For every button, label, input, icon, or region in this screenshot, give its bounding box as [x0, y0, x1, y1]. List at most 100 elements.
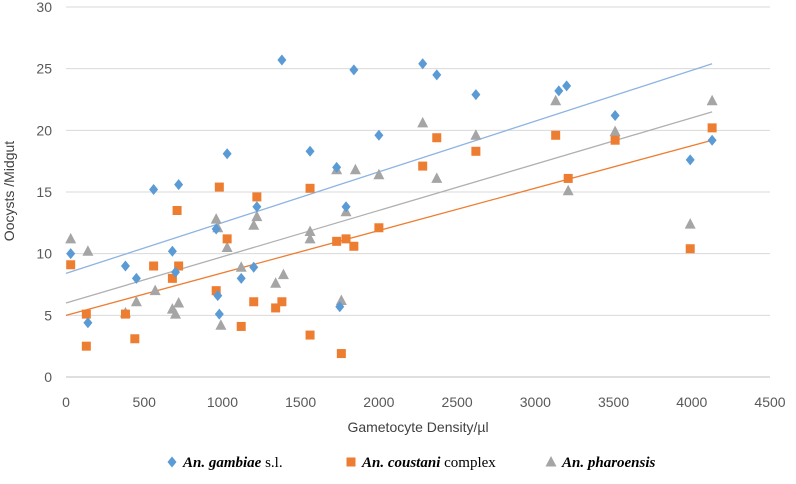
data-point	[252, 201, 262, 213]
data-point	[335, 301, 345, 313]
trendline	[65, 139, 713, 316]
data-point	[235, 261, 247, 272]
data-point	[432, 133, 442, 143]
y-tick-label: 30	[36, 0, 52, 15]
data-point	[167, 245, 177, 257]
data-point	[174, 261, 184, 271]
data-point	[174, 179, 184, 191]
data-point	[83, 317, 93, 329]
x-tick-label: 1000	[207, 394, 238, 410]
data-point	[304, 232, 316, 244]
data-point	[332, 161, 342, 173]
data-point	[418, 161, 428, 171]
y-tick-label: 15	[36, 184, 52, 200]
data-point	[277, 297, 287, 307]
y-axis-title: Oocysts /Midgut	[1, 141, 17, 241]
data-point	[149, 261, 159, 271]
y-tick-label: 5	[44, 307, 52, 323]
legend-label: An. coustani complex	[361, 455, 496, 471]
data-point	[214, 182, 224, 192]
x-tick-label: 4000	[676, 394, 707, 410]
data-point	[374, 129, 384, 141]
data-point	[417, 116, 429, 128]
data-point	[251, 210, 263, 222]
data-point	[270, 277, 282, 288]
data-point	[130, 295, 142, 307]
data-point	[431, 172, 443, 183]
data-point	[211, 286, 221, 296]
data-point	[305, 183, 315, 193]
data-point	[149, 184, 159, 196]
data-point	[554, 85, 564, 97]
data-point	[349, 241, 359, 251]
data-point	[271, 303, 281, 313]
y-tick-label: 10	[36, 246, 52, 262]
data-point	[66, 260, 76, 270]
data-point	[374, 223, 384, 233]
data-points	[65, 54, 718, 359]
x-tick-label: 4500	[754, 394, 785, 410]
data-point	[685, 244, 695, 254]
data-point	[210, 213, 222, 224]
data-point	[304, 225, 316, 236]
data-point	[149, 284, 161, 296]
data-point	[236, 272, 246, 284]
data-point	[81, 341, 91, 351]
data-point	[222, 148, 232, 160]
data-point	[213, 290, 223, 302]
data-point	[562, 184, 574, 196]
data-point	[172, 206, 182, 215]
data-point	[562, 80, 572, 92]
data-point	[707, 134, 717, 146]
legend-marker	[167, 456, 177, 468]
data-point	[211, 223, 221, 235]
data-point	[130, 334, 140, 344]
data-point	[277, 268, 289, 280]
trendlines	[65, 63, 713, 316]
data-point	[236, 321, 246, 331]
data-point	[131, 272, 141, 284]
data-point	[66, 248, 76, 260]
x-tick-label: 0	[62, 394, 70, 410]
data-point	[214, 308, 224, 320]
data-point	[81, 309, 91, 319]
data-point	[418, 58, 428, 70]
x-tick-label: 500	[133, 394, 157, 410]
data-point	[120, 309, 130, 319]
y-tick-label: 25	[36, 61, 52, 77]
data-point	[684, 218, 696, 229]
x-tick-label: 3000	[520, 394, 551, 410]
x-axis-ticks: 0 500 1000 1500 2000 2500 3000 3500 4000 4500	[62, 394, 786, 410]
data-point	[305, 145, 315, 157]
data-point	[171, 266, 181, 278]
data-point	[249, 261, 259, 273]
data-point	[550, 94, 562, 106]
data-point	[332, 236, 342, 246]
data-point	[120, 260, 130, 272]
data-point	[336, 349, 346, 359]
data-point	[563, 173, 573, 183]
trendline	[65, 63, 713, 275]
grid-lines	[66, 6, 770, 378]
data-point	[222, 234, 232, 244]
data-point	[341, 234, 351, 244]
data-point	[167, 273, 177, 283]
y-tick-label: 20	[36, 122, 52, 138]
legend-label: An. pharoensis	[561, 455, 656, 471]
data-point	[432, 69, 442, 81]
data-point	[248, 219, 260, 230]
data-point	[609, 125, 621, 137]
data-point	[685, 154, 695, 166]
data-point	[305, 330, 315, 340]
data-point	[349, 163, 361, 175]
data-point	[221, 241, 233, 252]
data-point	[65, 232, 77, 244]
x-axis-title: Gametocyte Density/µl	[347, 419, 488, 435]
data-point	[252, 192, 262, 202]
data-point	[706, 94, 718, 106]
x-tick-label: 1500	[285, 394, 316, 410]
data-point	[373, 168, 385, 180]
data-point	[249, 297, 259, 307]
data-point	[341, 201, 351, 213]
data-point	[610, 110, 620, 122]
